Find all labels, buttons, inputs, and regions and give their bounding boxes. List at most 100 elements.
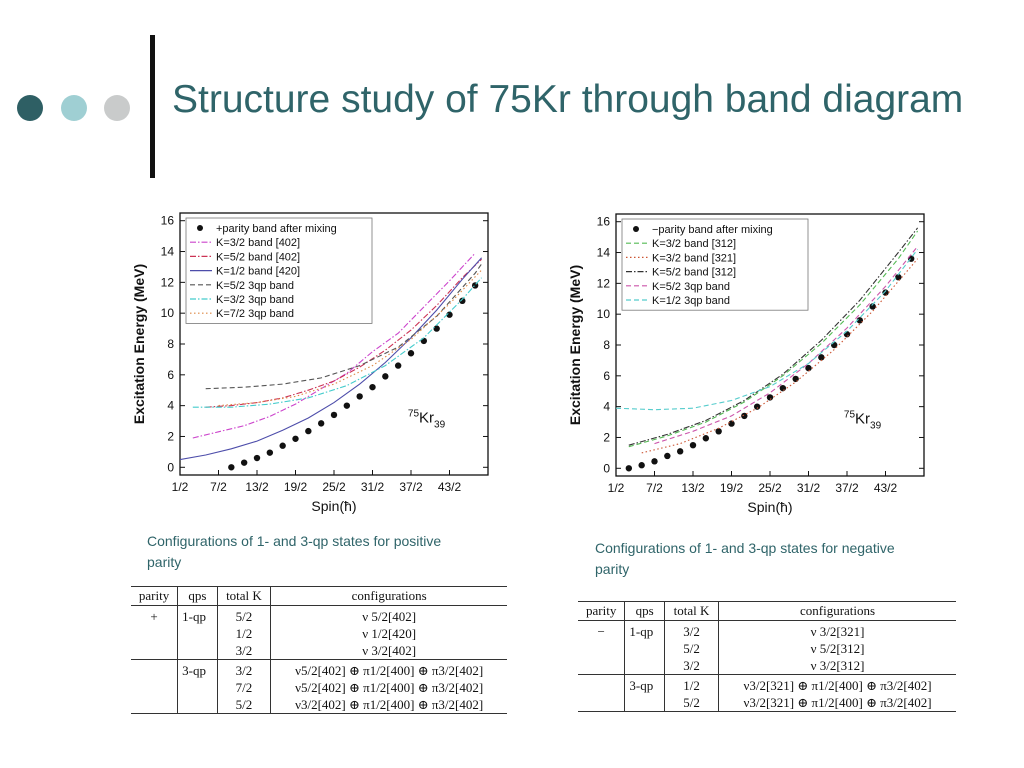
table-row: 7/2 ν5/2[402] ⊕ π1/2[400] ⊕ π3/2[402] [131,679,507,696]
legend-label: K=3/2 band [402] [216,237,300,249]
data-point [651,458,658,465]
configuration-cell: ν5/2[402] ⊕ π1/2[400] ⊕ π3/2[402] [270,659,507,679]
qps-cell: 1-qp [177,605,218,625]
parity-cell: − [578,620,625,640]
data-point [869,303,876,310]
data-point [715,428,722,435]
y-tick-label: 4 [167,399,174,413]
y-tick-label: 0 [603,461,610,475]
y-tick-label: 8 [167,337,174,351]
legend-label: K=3/2 3qp band [216,294,294,306]
total-k-cell: 1/2 [664,674,719,694]
series-line-k-7-2-3qp-band [218,269,482,407]
y-tick-label: 4 [603,400,610,414]
data-point [369,383,376,391]
data-point [843,331,851,338]
configuration-cell: ν 3/2[312] [718,657,956,675]
data-point [433,325,440,332]
y-tick-label: 16 [597,215,611,229]
table-row: 1/2 ν 1/2[420] [131,625,507,642]
legend-label: −parity band after mixing [652,224,773,236]
y-tick-label: 8 [603,338,610,352]
data-point [753,403,761,410]
y-tick-label: 6 [167,368,174,382]
configuration-cell: ν3/2[321] ⊕ π1/2[400] ⊕ π3/2[402] [718,674,956,694]
data-point [766,394,774,401]
series-line-k-3-2-3qp-band [192,277,483,408]
legend-label: K=5/2 3qp band [216,280,294,292]
configuration-cell: ν 1/2[420] [270,625,507,642]
series-line-k-3-2-band-312 [628,230,919,448]
data-point [459,297,466,305]
data-point [664,452,671,460]
chart-svg: 0 2 4 6 8 10 12 14 16 1/2 7/2 13/2 19/2 25/2 31/2 37/2 4… [131,212,489,514]
configuration-cell: ν 3/2[402] [270,642,507,660]
data-point [317,420,325,427]
slide-title: Structure study of 75Kr through band dia… [172,78,964,121]
legend-label: K=1/2 3qp band [652,295,730,307]
legend-label: K=1/2 band [420] [216,266,300,278]
chart-legend: −parity band after mixing K=3/2 band [312… [621,218,809,311]
chart-svg: 0 2 4 6 8 10 12 14 16 1/2 7/2 13/2 19/2 25/2 31/2 37/2 4… [567,213,925,515]
y-tick-label: 14 [597,246,611,260]
legend-label: K=5/2 band [312] [652,267,736,279]
series-line-k-5-2-3qp-band [654,246,919,445]
table-header-row: parity qps total K configurations [578,601,956,621]
col-header-configurations: configurations [270,586,507,606]
data-point [638,462,645,469]
positive-parity-config-table: parity qps total K configurations + 1-qp… [131,586,507,714]
series-line-k-3-2-band-321 [641,258,919,454]
table-row: 5/2 ν 5/2[312] [578,640,956,657]
data-point [420,337,428,345]
total-k-cell: 5/2 [664,640,719,657]
legend-label: K=7/2 3qp band [216,308,294,320]
title-divider [150,35,155,178]
data-point [895,273,902,281]
legend-marker [633,226,639,232]
series-line-k-1-2-band-420 [180,257,483,461]
data-point [330,411,338,419]
y-tick-label: 10 [597,307,611,321]
x-axis-label: Spin(ħ) [747,499,792,515]
table-row: 3-qp 3/2 ν5/2[402] ⊕ π1/2[400] ⊕ π3/2[40… [131,659,507,679]
data-point [792,375,799,383]
data-point [625,465,633,472]
table-row: 3/2 ν 3/2[402] [131,642,507,660]
x-tick-label: 37/2 [835,481,859,495]
data-point [305,427,312,435]
x-tick-label: 1/2 [172,480,189,494]
y-axis-label: Excitation Energy (MeV) [567,265,583,425]
legend-label: +parity band after mixing [216,223,337,235]
x-tick-label: 7/2 [646,481,663,495]
data-point [882,289,889,296]
data-point [407,350,415,357]
data-point [741,412,748,420]
y-tick-label: 6 [603,369,610,383]
total-k-cell: 3/2 [216,659,271,679]
y-axis-label: Excitation Energy (MeV) [131,264,147,424]
negative-parity-band-chart: 0 2 4 6 8 10 12 14 16 1/2 7/2 13/2 19/2 25/2 31/2 37/2 4… [564,206,934,516]
series-line-k-5-2-3qp-band [205,263,483,390]
x-tick-label: 37/2 [399,480,423,494]
data-point [266,449,274,456]
x-tick-label: 7/2 [210,480,227,494]
x-tick-label: 43/2 [438,480,462,494]
table-row: − 1-qp 3/2 ν 3/2[321] [578,620,956,640]
x-tick-label: 31/2 [797,481,821,495]
data-point [394,362,402,369]
col-header-configurations: configurations [718,601,956,621]
data-point [728,420,735,427]
y-tick-label: 14 [161,245,175,259]
col-header-qps: qps [624,601,665,621]
x-tick-label: 13/2 [245,480,269,494]
x-tick-label: 43/2 [874,481,898,495]
data-point [689,441,697,449]
y-tick-label: 10 [161,306,175,320]
total-k-cell: 7/2 [216,679,271,696]
data-point [676,448,684,455]
legend-marker [197,225,203,231]
total-k-cell: 5/2 [216,696,271,714]
y-tick-label: 12 [161,275,175,289]
data-point [253,454,261,462]
legend-label: K=3/2 band [312] [652,238,736,250]
